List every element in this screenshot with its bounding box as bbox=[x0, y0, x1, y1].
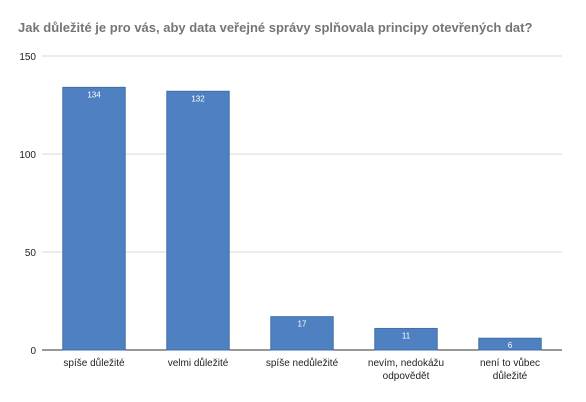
y-tick-label: 100 bbox=[19, 150, 36, 161]
x-tick-label: odpovědět bbox=[383, 371, 430, 382]
chart-title: Jak důležité je pro vás, aby data veřejn… bbox=[18, 20, 533, 35]
bar bbox=[62, 86, 126, 351]
data-label: 134 bbox=[87, 90, 101, 99]
y-tick-label: 0 bbox=[30, 346, 36, 357]
x-tick-label: velmi důležité bbox=[168, 357, 229, 369]
x-tick-label: důležité bbox=[493, 370, 528, 382]
bar bbox=[270, 316, 334, 351]
x-tick-label: spíše nedůležité bbox=[266, 357, 339, 369]
data-label: 6 bbox=[508, 341, 513, 350]
x-tick-label: spíše důležité bbox=[63, 357, 125, 369]
bar bbox=[166, 90, 230, 351]
data-label: 132 bbox=[191, 94, 205, 103]
x-tick-label: není to vůbec bbox=[480, 357, 540, 369]
bar bbox=[478, 337, 542, 351]
y-tick-label: 50 bbox=[25, 248, 37, 259]
y-tick-label: 150 bbox=[19, 52, 36, 63]
x-tick-label: nevím, nedokážu bbox=[368, 358, 444, 369]
data-label: 17 bbox=[298, 320, 307, 329]
bar bbox=[374, 327, 438, 351]
data-label: 11 bbox=[402, 331, 411, 340]
